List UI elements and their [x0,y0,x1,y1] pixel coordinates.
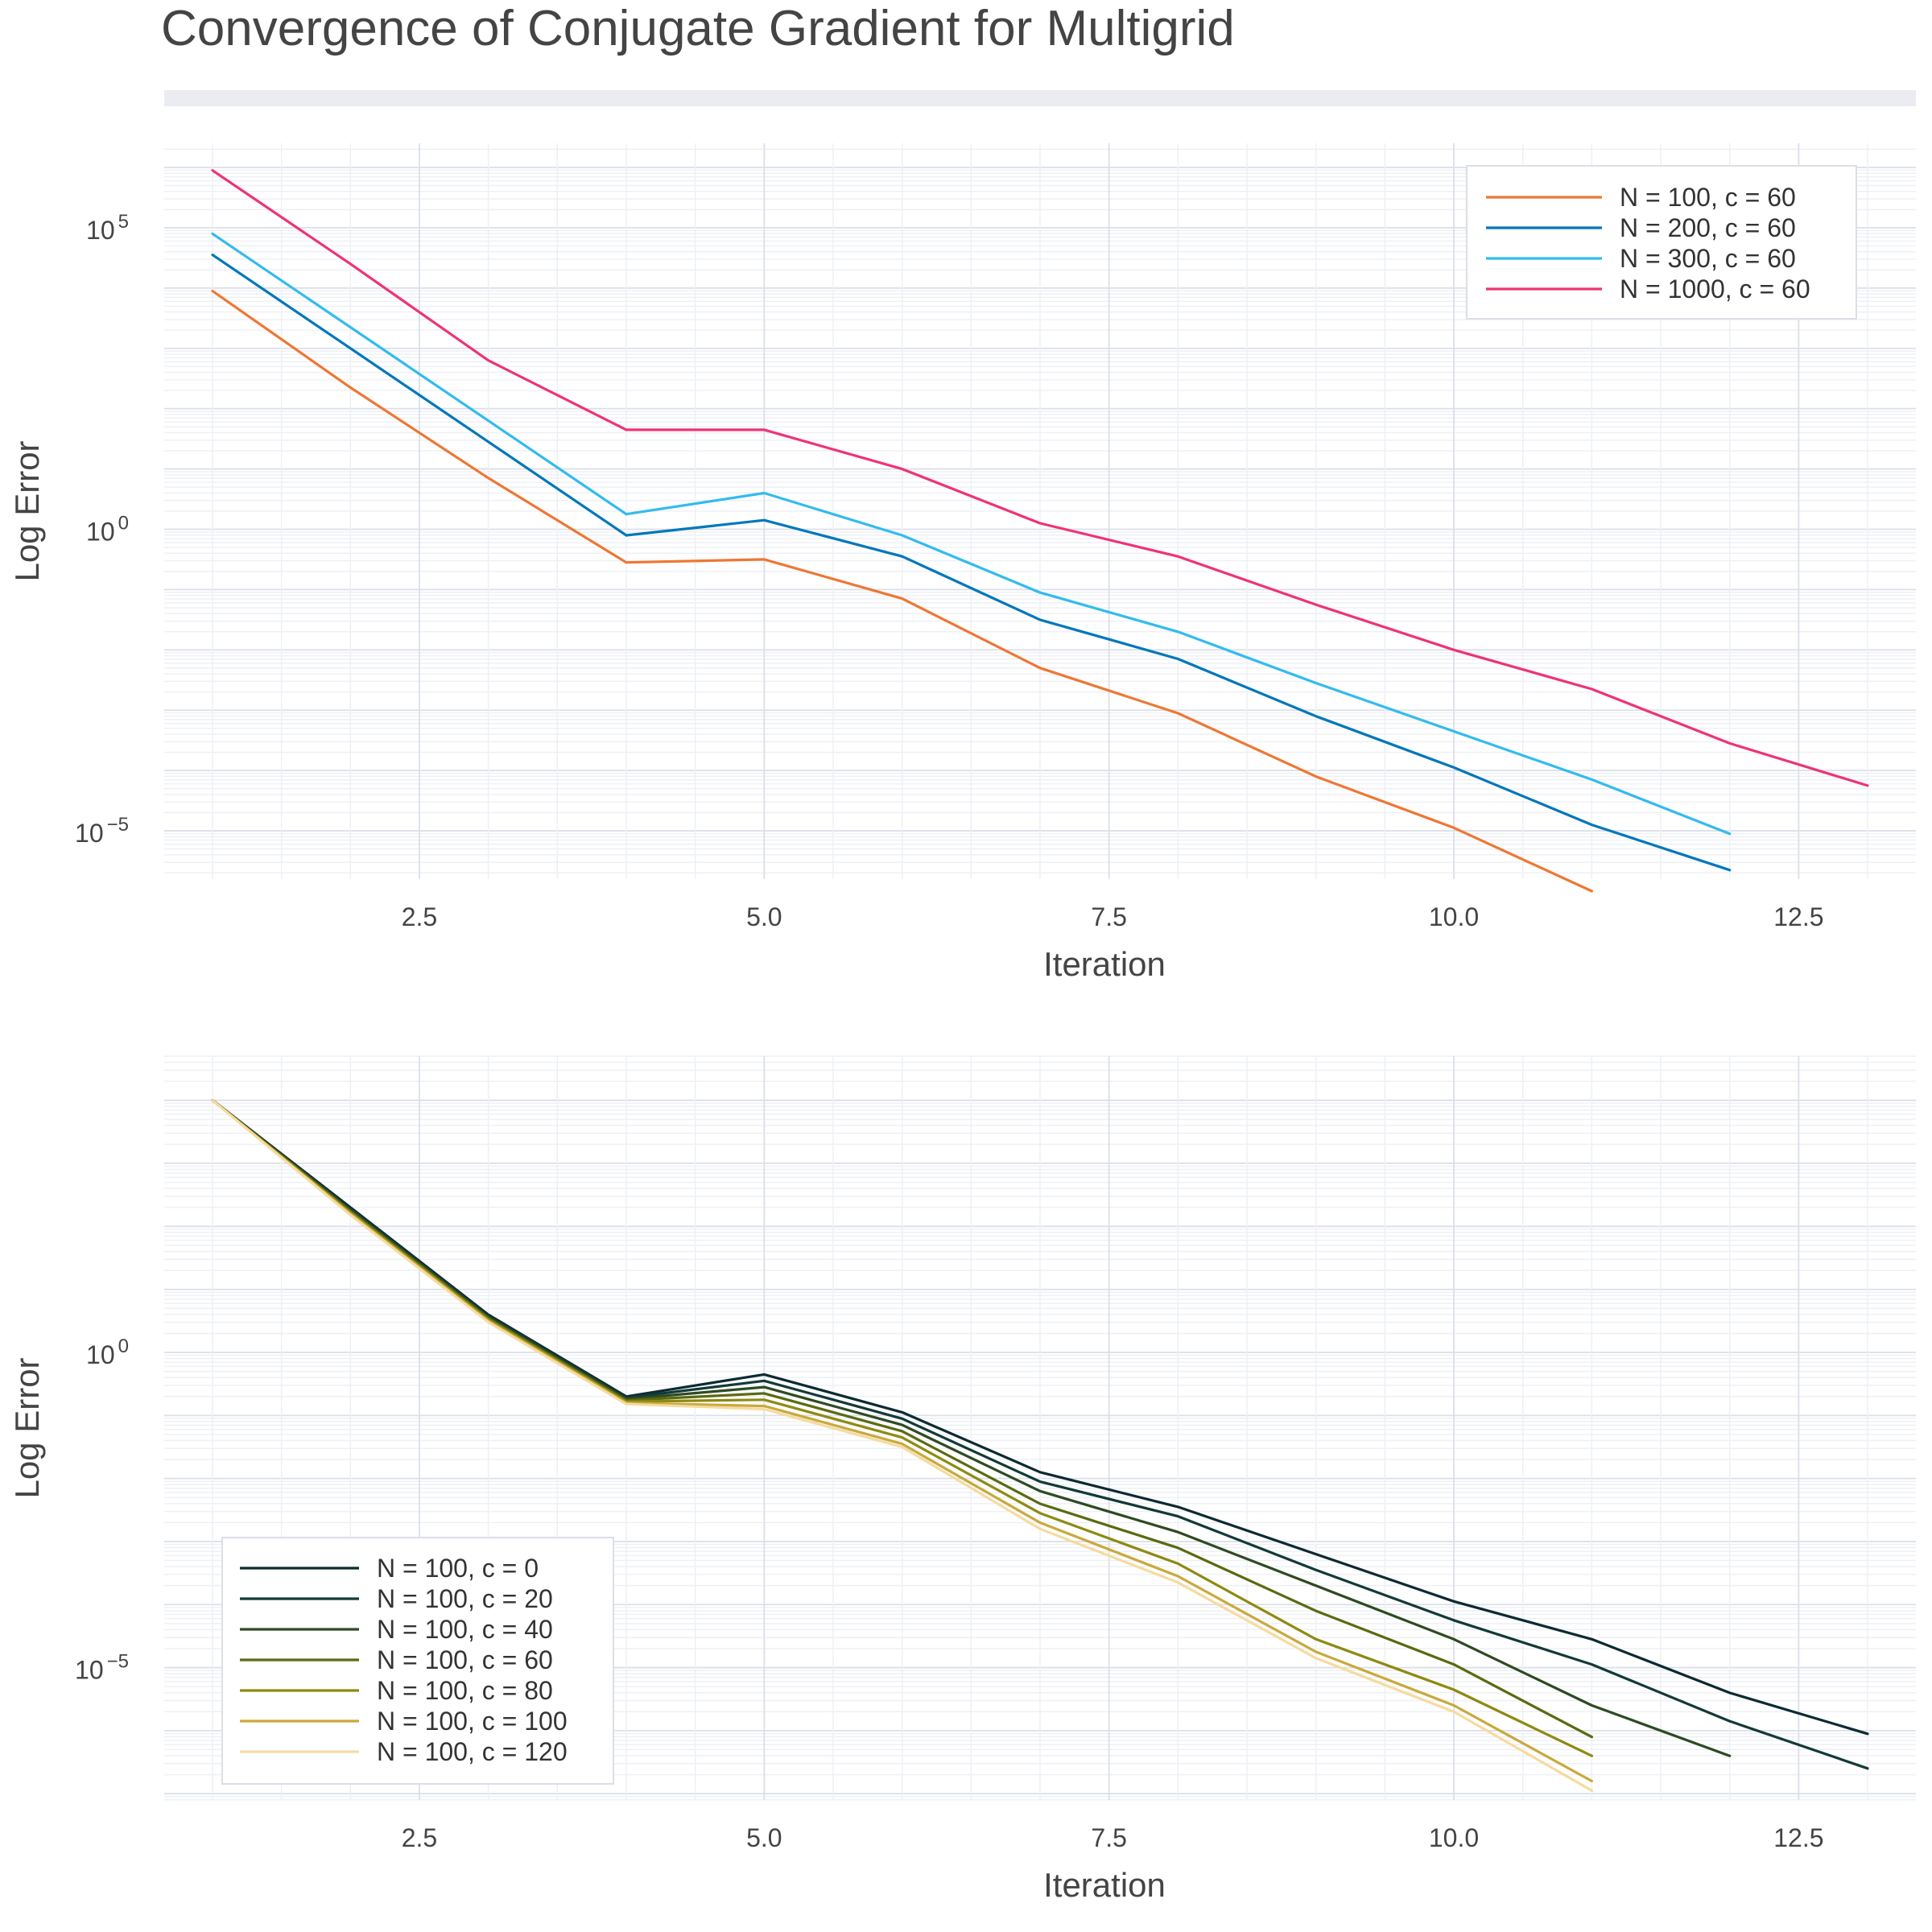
series-group [211,1099,1869,1792]
y-axis-label: Log Error [8,440,46,581]
legend-entry-label: N = 300, c = 60 [1620,244,1796,273]
x-tick-label: 12.5 [1773,902,1823,931]
series-line-7 [211,1099,1594,1792]
x-tick-label: 2.5 [402,1823,437,1852]
series-line-4 [211,169,1869,787]
legend-entry-label: N = 100, c = 0 [377,1554,539,1583]
legend-entry-label: N = 200, c = 60 [1620,213,1796,242]
x-tick-label: 10.0 [1429,902,1479,931]
legend-entry-label: N = 100, c = 20 [377,1584,553,1613]
series-line-3 [211,232,1732,836]
title-band [164,90,1916,106]
y-axis-label: Log Error [8,1357,46,1498]
legend-entry-label: N = 100, c = 100 [377,1707,568,1736]
x-tick-label: 5.0 [746,1823,782,1852]
x-tick-label: 2.5 [402,902,437,931]
legend-entry-label: N = 100, c = 60 [1620,183,1796,212]
series-group [211,169,1869,893]
legend-entry-label: N = 100, c = 80 [377,1676,553,1705]
x-tick-label: 5.0 [746,902,782,931]
y-tick-label: 10 0 [86,512,129,546]
figure-title: Convergence of Conjugate Gradient for Mu… [161,1,1235,56]
y-tick-label: 10 5 [86,211,129,245]
legend-entry-label: N = 100, c = 60 [377,1645,553,1674]
x-tick-label: 7.5 [1091,1823,1126,1852]
legend: N = 100, c = 0N = 100, c = 20N = 100, c … [221,1537,614,1785]
top-panel: 2.5 5.0 7.5 10.0 12.5 10 5 10 0 10 −5 Iteration Log … [8,143,1916,983]
y-tick-label: 10 −5 [75,1651,129,1685]
legend-entry-label: N = 100, c = 40 [377,1615,553,1644]
x-tick-label: 12.5 [1773,1823,1823,1852]
x-tick-label: 7.5 [1091,902,1126,931]
bottom-panel: 2.5 5.0 7.5 10.0 12.5 10 0 10 −5 Iteration Log Err… [8,1055,1916,1904]
x-axis-label: Iteration [1043,1866,1166,1904]
x-tick-label: 10.0 [1429,1823,1479,1852]
series-line-2 [211,254,1732,872]
series-line-1 [211,289,1594,893]
y-tick-label: 10 0 [86,1335,129,1369]
legend-entry-label: N = 1000, c = 60 [1620,275,1810,303]
y-tick-label: 10 −5 [75,814,129,848]
legend-frame [1466,165,1857,320]
legend-entry-label: N = 100, c = 120 [377,1737,568,1766]
x-axis-label: Iteration [1043,945,1166,983]
legend: N = 100, c = 60N = 200, c = 60N = 300, c… [1466,165,1857,320]
